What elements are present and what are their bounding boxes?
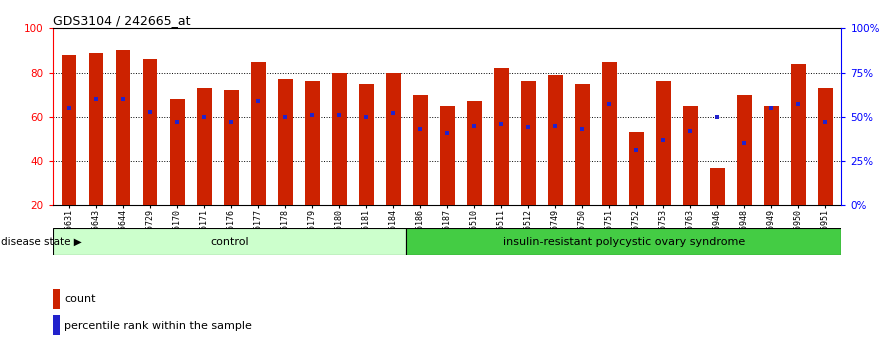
Point <box>386 110 400 116</box>
Bar <box>655 81 670 205</box>
Bar <box>493 68 508 205</box>
Point <box>251 98 265 104</box>
Point <box>548 123 562 129</box>
Point <box>602 102 616 107</box>
Point <box>575 126 589 132</box>
Point <box>278 114 292 120</box>
Point <box>224 119 238 125</box>
Bar <box>53 228 406 255</box>
Bar <box>305 81 320 205</box>
Point <box>413 126 427 132</box>
Text: count: count <box>64 294 95 304</box>
Point <box>467 123 481 129</box>
Point <box>170 119 184 125</box>
Text: GDS3104 / 242665_at: GDS3104 / 242665_at <box>53 14 190 27</box>
Bar <box>818 88 833 205</box>
Bar <box>62 55 77 205</box>
Point <box>818 119 833 125</box>
Point <box>656 137 670 143</box>
Bar <box>521 81 536 205</box>
Point <box>359 114 374 120</box>
Bar <box>359 84 374 205</box>
Bar <box>53 289 60 309</box>
Bar <box>412 95 427 205</box>
Point <box>683 128 697 134</box>
Text: percentile rank within the sample: percentile rank within the sample <box>64 321 252 331</box>
Bar <box>386 73 401 205</box>
Text: disease state ▶: disease state ▶ <box>1 236 82 247</box>
Bar <box>406 228 841 255</box>
Point <box>116 96 130 102</box>
Point <box>494 121 508 127</box>
Point <box>737 141 751 146</box>
Bar <box>710 168 724 205</box>
Point <box>62 105 76 111</box>
Point <box>710 114 724 120</box>
Point <box>332 112 346 118</box>
Point <box>791 102 805 107</box>
Bar <box>548 75 563 205</box>
Bar <box>791 64 805 205</box>
Bar <box>143 59 158 205</box>
Text: insulin-resistant polycystic ovary syndrome: insulin-resistant polycystic ovary syndr… <box>503 236 745 247</box>
Bar <box>440 106 455 205</box>
Point <box>197 114 211 120</box>
Point <box>521 125 535 130</box>
Bar <box>629 132 643 205</box>
Bar <box>224 90 239 205</box>
Point <box>89 96 103 102</box>
Bar <box>602 62 617 205</box>
Bar <box>53 315 60 335</box>
Bar <box>251 62 265 205</box>
Point <box>629 148 643 153</box>
Bar <box>170 99 184 205</box>
Point <box>305 112 319 118</box>
Bar <box>196 88 211 205</box>
Bar <box>737 95 751 205</box>
Bar <box>278 79 292 205</box>
Bar <box>683 106 698 205</box>
Point <box>440 130 455 136</box>
Bar <box>574 84 589 205</box>
Point <box>764 105 778 111</box>
Text: control: control <box>211 236 249 247</box>
Bar <box>89 53 103 205</box>
Bar <box>467 101 482 205</box>
Bar <box>331 73 346 205</box>
Bar <box>764 106 779 205</box>
Point <box>143 109 157 114</box>
Bar <box>115 51 130 205</box>
